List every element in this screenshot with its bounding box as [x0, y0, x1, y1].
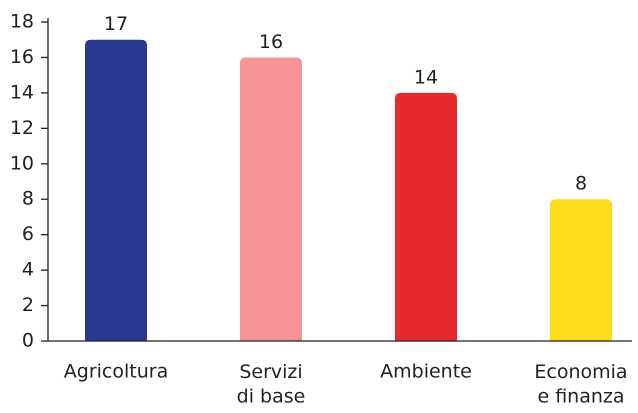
y-tick-label: 2 — [22, 294, 34, 316]
x-tick-label: Agricoltura — [64, 361, 168, 383]
data-label: 16 — [259, 31, 283, 53]
y-tick-label: 12 — [10, 117, 34, 139]
bar — [240, 57, 302, 341]
y-tick-label: 16 — [10, 46, 34, 68]
x-tick-label: Economia e finanza — [534, 361, 627, 408]
y-tick-label: 0 — [22, 330, 34, 352]
y-tick-label: 6 — [22, 223, 34, 245]
bar — [550, 199, 612, 341]
bar — [85, 39, 147, 341]
data-label: 17 — [104, 13, 128, 35]
data-label: 8 — [575, 173, 587, 195]
y-tick-label: 10 — [10, 152, 34, 174]
bar — [395, 92, 457, 341]
data-label: 14 — [414, 66, 438, 88]
y-tick-label: 14 — [10, 81, 34, 103]
x-tick-label: Servizi di base — [237, 361, 306, 408]
y-tick-label: 18 — [10, 11, 34, 33]
y-tick-label: 4 — [22, 259, 34, 281]
y-tick-label: 8 — [22, 188, 34, 210]
x-tick-label: Ambiente — [380, 361, 472, 383]
